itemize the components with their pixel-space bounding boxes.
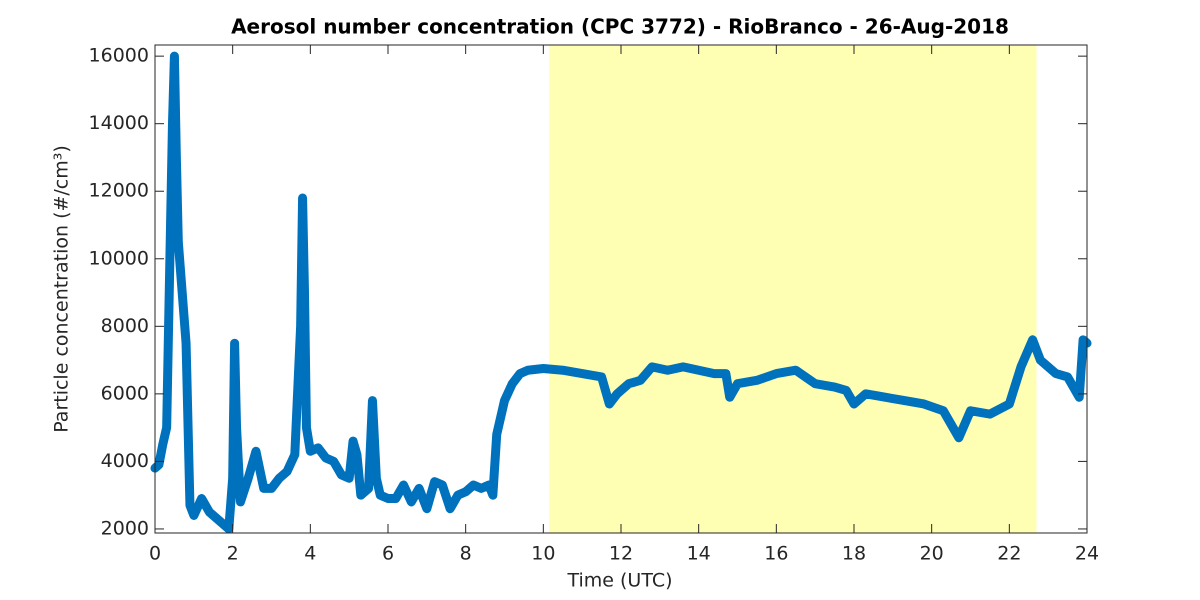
x-tick-label: 2: [227, 543, 239, 565]
y-tick-label: 12000: [89, 180, 149, 202]
data-line: [150, 51, 1092, 534]
y-tick-label: 2000: [101, 517, 149, 539]
x-tick-label: 16: [764, 543, 788, 565]
y-tick-label: 4000: [101, 450, 149, 472]
shaded-region: [549, 45, 1037, 533]
x-tick-label: 22: [997, 543, 1021, 565]
y-tick-label: 6000: [101, 382, 149, 404]
y-tick-label: 8000: [101, 315, 149, 337]
x-tick-label: 4: [304, 543, 316, 565]
x-tick-label: 24: [1075, 543, 1099, 565]
chart-title: Aerosol number concentration (CPC 3772) …: [231, 15, 1009, 39]
y-tick-label: 16000: [89, 45, 149, 67]
x-tick-label: 12: [609, 543, 633, 565]
x-tick-label: 0: [149, 543, 161, 565]
y-tick-label: 10000: [89, 247, 149, 269]
x-tick-label: 14: [687, 543, 711, 565]
y-axis-label: Particle concentration (#/cm³): [51, 145, 73, 433]
x-tick-label: 18: [842, 543, 866, 565]
x-tick-label: 6: [382, 543, 394, 565]
y-tick-label: 14000: [89, 112, 149, 134]
x-tick-label: 8: [460, 543, 472, 565]
x-tick-label: 10: [531, 543, 555, 565]
x-tick-label: 20: [920, 543, 944, 565]
x-axis-label: Time (UTC): [566, 570, 672, 592]
